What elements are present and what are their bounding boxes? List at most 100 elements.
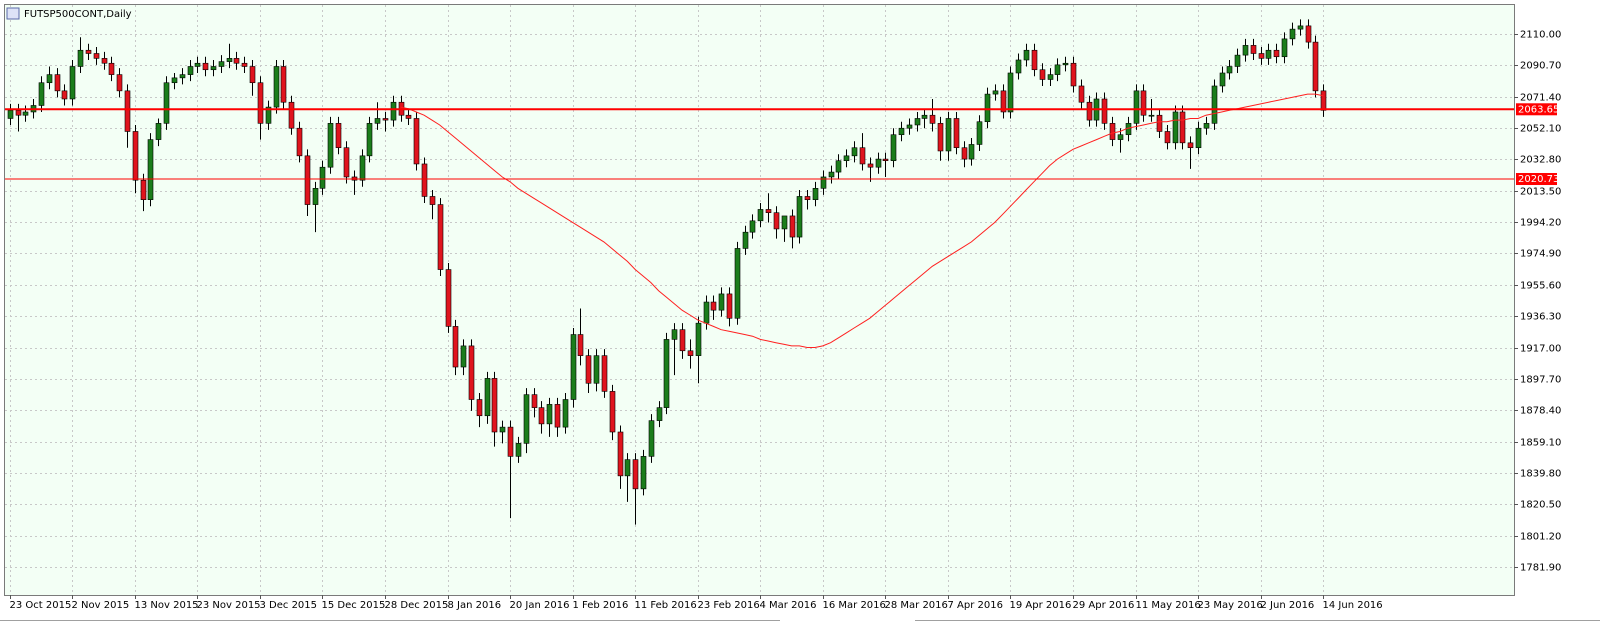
candle-body <box>179 74 186 79</box>
price-label: 2063.65 <box>1518 104 1559 115</box>
candle-body <box>85 49 92 54</box>
candle-body <box>187 66 194 75</box>
candle-body <box>1258 53 1265 59</box>
candle-body <box>257 82 264 124</box>
candle-body <box>976 121 983 145</box>
chart-title: FUTSP500CONT,Daily <box>24 9 132 20</box>
candle-body <box>828 171 835 178</box>
candle-body <box>1265 49 1272 59</box>
x-tick-label: 15 Dec 2015 <box>322 600 386 611</box>
candle-body <box>460 345 467 368</box>
candle-body <box>468 345 475 400</box>
chart-icon <box>6 7 20 20</box>
y-tick-label: 2052.10 <box>1520 124 1561 135</box>
candle-body <box>835 160 842 173</box>
candle-body <box>1062 62 1069 66</box>
candle-body <box>140 179 147 200</box>
candle-body <box>22 111 29 116</box>
candle-body <box>734 248 741 319</box>
candle-body <box>366 123 373 157</box>
marks <box>5 19 1514 525</box>
candle-body <box>1281 38 1288 58</box>
candle-body <box>624 459 631 477</box>
moving-average <box>400 93 1324 348</box>
candle-body <box>374 118 381 124</box>
candle-body <box>61 90 68 100</box>
candle-body <box>273 66 280 108</box>
y-tick-label: 1917.00 <box>1520 344 1561 355</box>
y-tick-label: 1801.20 <box>1520 532 1561 543</box>
candle-body <box>413 118 420 165</box>
candle-body <box>124 90 131 132</box>
candle-body <box>898 127 905 136</box>
candle-body <box>233 58 240 64</box>
candle-body <box>1226 66 1233 74</box>
x-tick-label: 8 Jan 2016 <box>448 600 502 611</box>
candle-body <box>147 139 154 200</box>
price-label-box <box>1516 103 1557 116</box>
candle-body <box>405 114 412 119</box>
x-tick-label: 2 Nov 2015 <box>72 600 130 611</box>
candle-body <box>1109 123 1116 140</box>
candle-body <box>953 118 960 149</box>
x-tick-label: 7 Apr 2016 <box>948 600 1003 611</box>
candle-body <box>859 147 866 165</box>
candle-body <box>867 163 874 168</box>
candle-body <box>1133 90 1140 124</box>
candle-body <box>155 123 162 140</box>
candle-body <box>640 456 647 490</box>
candle-body <box>1054 64 1061 75</box>
candle-body <box>914 118 921 126</box>
candle-body <box>1039 69 1046 80</box>
y-tick-label: 1839.80 <box>1520 469 1561 480</box>
candle-body <box>327 123 334 168</box>
candle-body <box>484 378 491 417</box>
y-tick-label: 1936.30 <box>1520 312 1561 323</box>
candle-body <box>38 82 45 106</box>
candle-body <box>546 404 553 425</box>
candle-body <box>1156 114 1163 132</box>
candle-body <box>749 220 756 233</box>
candle-body <box>663 339 670 408</box>
candle-body <box>241 62 248 67</box>
candle-body <box>851 147 858 157</box>
x-tick-label: 13 Nov 2015 <box>135 600 199 611</box>
candle-body <box>1250 45 1257 54</box>
candle-body <box>319 166 326 189</box>
candle-body <box>194 62 201 67</box>
candle-body <box>585 355 592 384</box>
candle-body <box>202 62 209 71</box>
candle-body <box>1187 142 1194 149</box>
candle-body <box>452 326 459 368</box>
candle-body <box>116 74 123 92</box>
grid <box>5 5 1514 595</box>
candle-body <box>1007 72 1014 113</box>
candle-body <box>226 58 233 62</box>
candle-body <box>875 158 882 168</box>
x-tick-label: 23 Feb 2016 <box>698 600 760 611</box>
candle-body <box>906 124 913 129</box>
y-tick-label: 1897.70 <box>1520 375 1561 386</box>
candle-body <box>1234 54 1241 67</box>
y-tick-label: 1820.50 <box>1520 500 1561 511</box>
candle-body <box>288 101 295 129</box>
candle-body <box>343 147 350 178</box>
price-label: 2020.73 <box>1518 174 1559 185</box>
candle-body <box>515 443 522 457</box>
candle-body <box>984 93 991 123</box>
x-tick-label: 11 Feb 2016 <box>635 600 697 611</box>
candle-body <box>671 329 678 340</box>
x-tick-label: 23 Nov 2015 <box>197 600 261 611</box>
candle-body <box>1140 90 1147 116</box>
candle-body <box>1117 134 1124 140</box>
candle-body <box>742 231 749 249</box>
price-label-box <box>1516 173 1557 186</box>
candle-body <box>593 355 600 384</box>
candle-body <box>1023 49 1030 61</box>
candle-body <box>69 66 76 100</box>
candle-body <box>445 269 452 327</box>
candle-body <box>1164 131 1171 144</box>
y-tick-label: 2090.70 <box>1520 61 1561 72</box>
candle-body <box>804 196 811 200</box>
